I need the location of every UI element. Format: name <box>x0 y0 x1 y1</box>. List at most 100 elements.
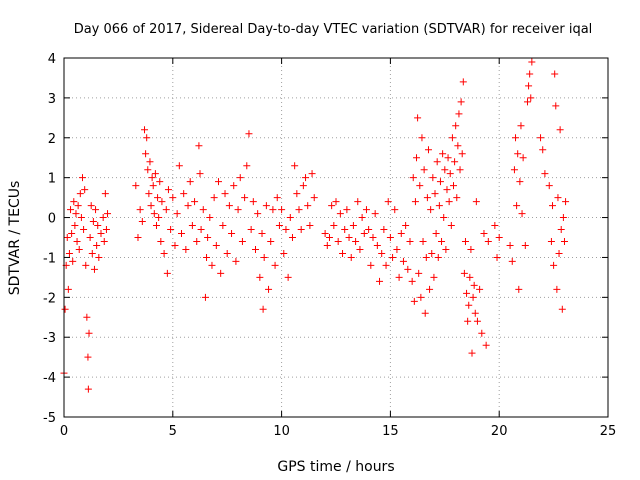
data-point <box>560 237 568 245</box>
data-point <box>151 170 159 178</box>
y-tick-label: 2 <box>48 132 56 147</box>
data-point <box>414 114 422 122</box>
data-point <box>143 134 151 142</box>
data-point <box>196 170 204 178</box>
data-point <box>493 253 501 261</box>
data-point <box>156 178 164 186</box>
data-point <box>476 285 484 293</box>
data-point <box>354 198 362 206</box>
data-point <box>415 269 423 277</box>
data-point <box>251 245 259 253</box>
x-tick-label: 20 <box>491 424 508 439</box>
y-tick-label: 0 <box>48 212 56 227</box>
data-point <box>171 241 179 249</box>
data-point <box>69 257 77 265</box>
data-point <box>308 170 316 178</box>
x-axis-label: GPS time / hours <box>277 459 394 475</box>
data-point <box>256 273 264 281</box>
data-point <box>150 210 158 218</box>
data-point <box>448 134 456 142</box>
data-point <box>434 253 442 261</box>
data-point <box>523 98 531 106</box>
data-point <box>352 237 360 245</box>
data-point <box>343 206 351 214</box>
data-point <box>147 202 155 210</box>
data-point <box>416 182 424 190</box>
data-point <box>495 234 503 241</box>
data-point <box>443 186 451 194</box>
data-point <box>558 305 566 313</box>
data-point <box>376 277 384 285</box>
data-point <box>230 182 238 190</box>
data-point <box>75 245 83 253</box>
data-point <box>164 186 172 194</box>
data-point <box>234 206 242 214</box>
data-point <box>141 126 149 134</box>
data-point <box>95 253 103 261</box>
data-point <box>409 174 417 182</box>
data-point <box>184 202 192 210</box>
y-tick-label: -3 <box>43 331 56 346</box>
data-point <box>265 285 273 293</box>
data-point <box>336 210 344 218</box>
x-tick-label: 10 <box>273 424 290 439</box>
data-point <box>433 158 441 166</box>
data-point <box>148 174 156 182</box>
data-point <box>271 261 279 269</box>
data-point <box>408 277 416 285</box>
data-point <box>349 222 357 230</box>
data-point <box>134 234 142 241</box>
data-point <box>378 249 386 257</box>
data-point <box>367 261 375 269</box>
data-point <box>446 170 454 178</box>
data-point <box>158 198 166 206</box>
y-tick-label: -1 <box>43 251 56 266</box>
data-point <box>527 94 535 102</box>
data-point <box>421 309 429 317</box>
data-point <box>138 218 146 226</box>
data-point <box>278 206 286 214</box>
data-point <box>439 150 447 158</box>
data-point <box>491 222 499 230</box>
data-point <box>74 202 82 210</box>
data-point <box>445 198 453 206</box>
y-tick-label: -2 <box>43 291 56 306</box>
data-point <box>88 249 96 257</box>
data-point <box>85 329 93 337</box>
data-point <box>484 237 492 245</box>
data-point <box>77 214 85 222</box>
data-point <box>465 301 473 309</box>
data-point <box>212 241 220 249</box>
data-point <box>291 162 299 170</box>
data-point <box>225 202 233 210</box>
data-point <box>163 269 171 277</box>
data-point <box>550 261 558 269</box>
data-point <box>89 218 97 226</box>
data-points <box>60 58 570 393</box>
y-tick-label: -4 <box>43 371 56 386</box>
data-point <box>208 261 216 269</box>
y-tick-label: -5 <box>43 411 56 426</box>
data-point <box>204 234 212 241</box>
data-point <box>199 206 207 214</box>
data-point <box>217 269 225 277</box>
data-point <box>82 261 90 269</box>
data-point <box>516 178 524 186</box>
data-point <box>132 182 140 190</box>
data-point <box>299 182 307 190</box>
data-point <box>267 237 275 245</box>
data-point <box>451 158 459 166</box>
data-point <box>154 194 162 202</box>
data-point <box>195 142 203 150</box>
data-point <box>102 226 110 234</box>
data-point <box>80 226 88 234</box>
y-axis-label: SDTVAR / TECUs <box>7 181 23 296</box>
data-point <box>471 309 479 317</box>
data-point <box>101 190 109 198</box>
data-point <box>236 174 244 182</box>
data-point <box>358 214 366 222</box>
data-point <box>519 154 527 162</box>
data-point <box>275 222 283 230</box>
data-point <box>386 234 394 241</box>
data-point <box>243 162 251 170</box>
